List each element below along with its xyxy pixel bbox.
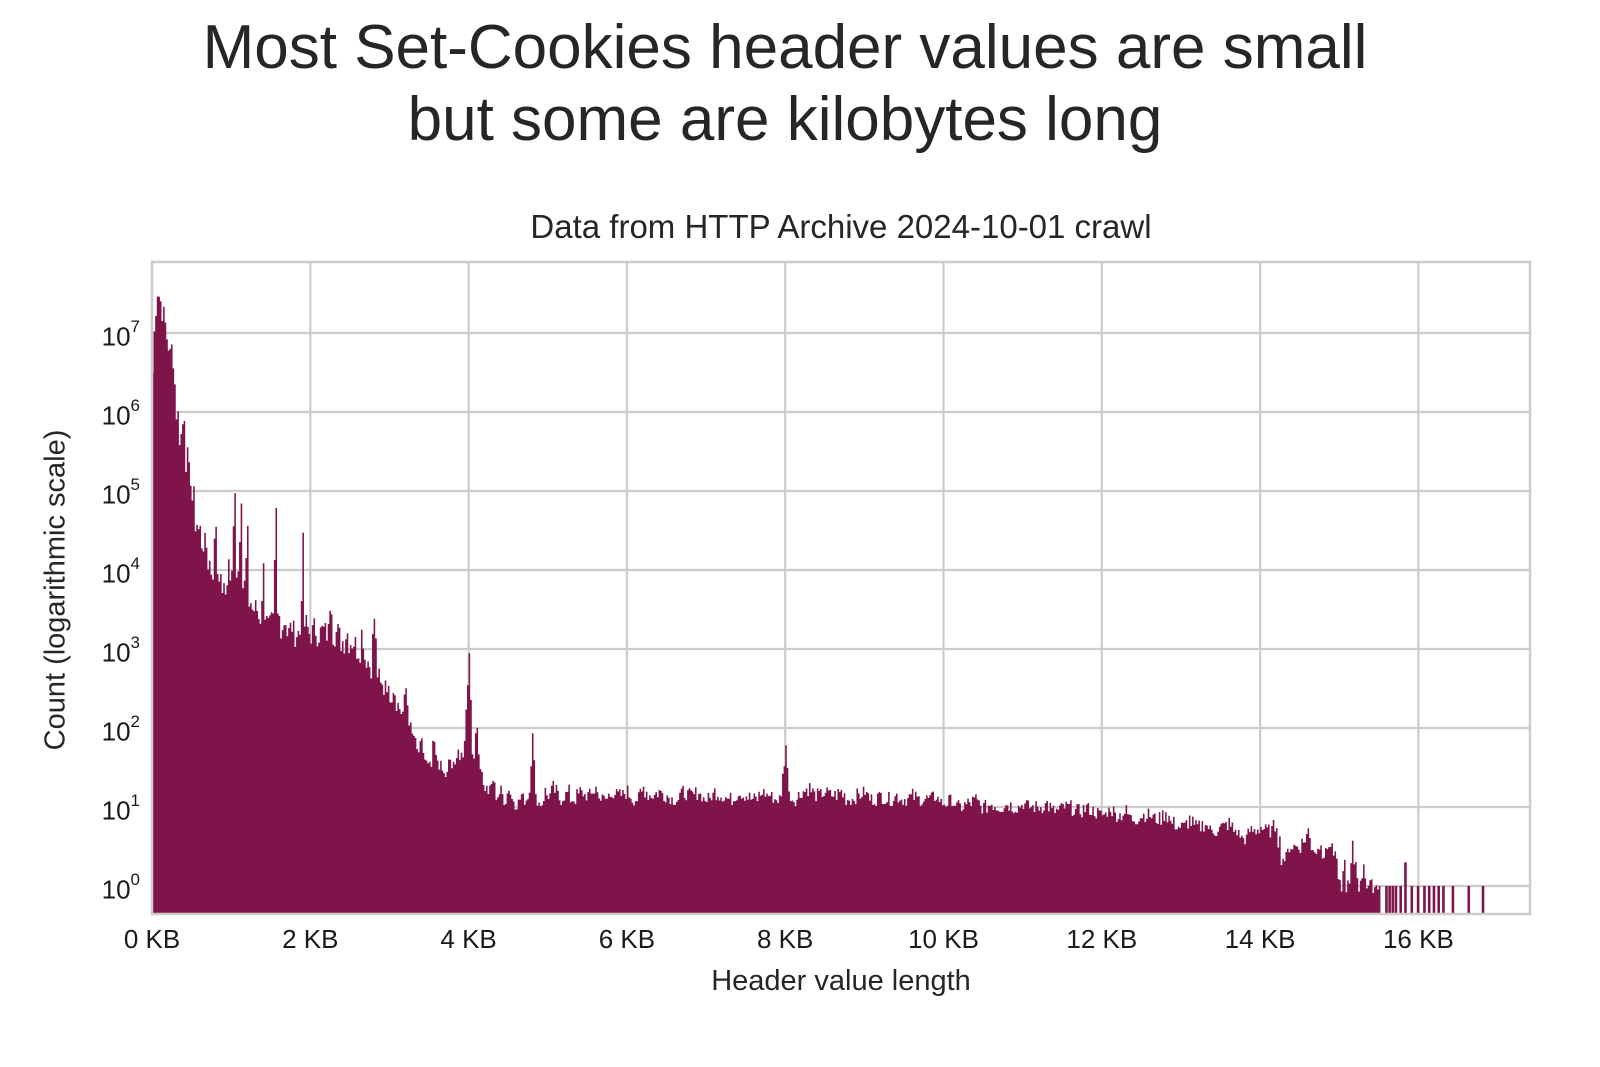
- histogram-bars: [152, 296, 1485, 914]
- histogram-tail-bar: [1404, 862, 1407, 914]
- histogram-tail-bar: [1467, 886, 1471, 914]
- y-tick-label: 100: [101, 870, 140, 905]
- histogram-tail-bar: [1423, 886, 1426, 914]
- histogram-tail-bar: [1432, 886, 1436, 914]
- y-tick-label: 106: [101, 396, 140, 431]
- histogram-body: [152, 296, 1381, 914]
- histogram-tail-bar: [1410, 886, 1414, 914]
- x-tick-label: 0 KB: [123, 924, 181, 954]
- x-tick-label: 8 KB: [757, 924, 814, 954]
- chart-title-line-1: Most Set-Cookies header values are small: [202, 13, 1368, 82]
- y-tick-label: 103: [101, 633, 140, 668]
- histogram-tail-bar: [1385, 886, 1388, 914]
- histogram-tail-bar: [1388, 886, 1391, 914]
- x-tick-label: 6 KB: [598, 924, 656, 954]
- y-tick-label: 102: [101, 712, 140, 747]
- y-tick-label: 104: [101, 554, 140, 589]
- x-tick-label: 10 KB: [908, 924, 979, 954]
- histogram-tail-bar: [1481, 886, 1485, 914]
- chart-subtitle: Data from HTTP Archive 2024-10-01 crawl: [530, 208, 1152, 245]
- histogram-tail-bar: [1394, 886, 1398, 914]
- y-tick-label: 107: [101, 317, 140, 352]
- x-tick-label: 4 KB: [440, 924, 497, 954]
- chart-title: Most Set-Cookies header values are small…: [0, 12, 1570, 156]
- x-tick-label: 2 KB: [282, 924, 339, 954]
- x-axis-label: Header value length: [711, 965, 971, 997]
- x-tick-label: 16 KB: [1382, 924, 1454, 954]
- histogram-tail-bar: [1437, 886, 1440, 914]
- x-tick-label: 12 KB: [1066, 924, 1138, 954]
- y-axis-label: Count (logarithmic scale): [39, 429, 72, 751]
- x-tick-label: 14 KB: [1224, 924, 1296, 954]
- plot-frame: [150, 260, 1532, 916]
- histogram-tail-bar: [1399, 886, 1403, 914]
- histogram-tail-bar: [1416, 886, 1420, 914]
- histogram-tail-bar: [1442, 886, 1445, 914]
- chart-title-line-2: but some are kilobytes long: [407, 85, 1163, 154]
- y-tick-label: 105: [101, 475, 140, 510]
- histogram-tail-bar: [1451, 886, 1455, 914]
- histogram-tail-bar: [1427, 886, 1431, 914]
- y-tick-label: 101: [101, 791, 140, 826]
- histogram-tail-bar: [1391, 886, 1395, 914]
